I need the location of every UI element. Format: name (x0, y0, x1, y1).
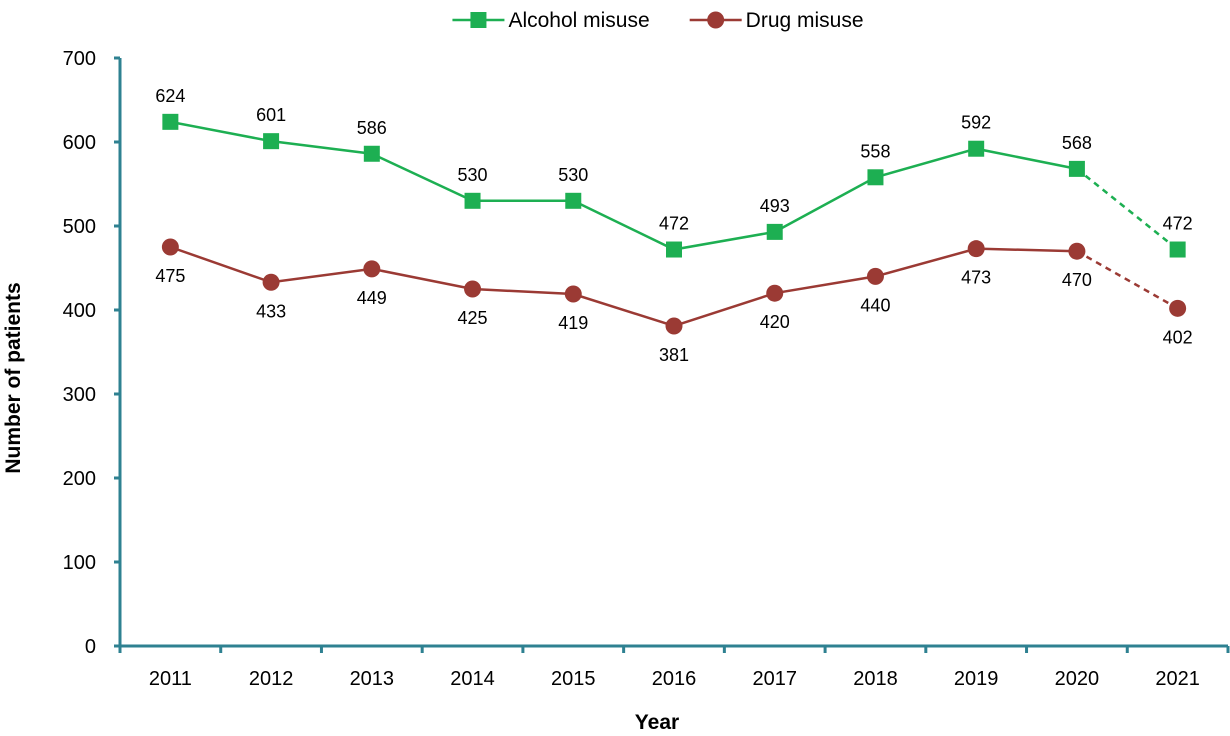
y-tick-label: 200 (63, 468, 96, 490)
x-axis: 2011 2012 2013 2014 2015 2016 2017 2018 2019 2020… (118, 644, 1230, 690)
data-point (968, 140, 985, 157)
series-line (169, 245, 1077, 328)
y-tick-label: 0 (85, 636, 96, 658)
data-label: 568 (1062, 133, 1092, 153)
y-tick-label: 300 (63, 384, 96, 406)
data-label: 419 (558, 313, 588, 333)
data-label: 381 (659, 345, 689, 365)
legend-label: Drug misuse (746, 9, 864, 32)
x-tick-label: 2013 (350, 668, 395, 690)
y-tick-label: 700 (63, 48, 96, 70)
legend-marker (470, 12, 487, 28)
x-tick-label: 2021 (1155, 668, 1200, 690)
y-tick-label: 400 (63, 300, 96, 322)
data-label: 472 (659, 214, 689, 234)
data-point (967, 240, 985, 258)
legend-marker (707, 11, 725, 29)
series-line (170, 120, 1078, 251)
data-point (564, 285, 582, 303)
data-label: 586 (357, 118, 387, 138)
data-point (665, 317, 683, 335)
data-label: 440 (860, 295, 890, 315)
x-tick-label: 2015 (551, 668, 596, 690)
data-label: 493 (760, 196, 790, 216)
data-label: 624 (155, 86, 185, 106)
data-point (867, 169, 884, 186)
x-tick-label: 2020 (1055, 668, 1100, 690)
x-tick-label: 2011 (149, 668, 192, 690)
x-tick-label: 2019 (954, 668, 999, 690)
y-axis: 0 100 200 300 400 500 600 700 (63, 48, 122, 658)
legend: Alcohol misuse Drug misuse (452, 9, 864, 32)
data-point (1068, 242, 1086, 260)
data-point (1169, 299, 1187, 317)
data-label: 473 (961, 268, 991, 288)
data-label: 402 (1163, 327, 1193, 347)
data-point (363, 260, 381, 278)
data-point (1068, 160, 1085, 177)
x-tick-label: 2017 (752, 668, 797, 690)
legend-item: Drug misuse (689, 9, 864, 32)
y-tick-label: 600 (63, 132, 96, 154)
x-tick-label: 2016 (652, 668, 697, 690)
x-tick-label: 2012 (249, 668, 294, 690)
data-point (161, 238, 179, 256)
series-projection-line (1076, 167, 1179, 251)
data-label: 470 (1062, 270, 1092, 290)
data-label: 475 (155, 266, 185, 286)
x-tick-label: 2018 (853, 668, 898, 690)
data-label: 592 (961, 113, 991, 133)
y-tick-label: 100 (63, 552, 96, 574)
data-point (1169, 241, 1186, 258)
y-tick-label: 500 (63, 216, 96, 238)
data-point (766, 223, 783, 240)
data-label: 433 (256, 301, 286, 321)
legend-label: Alcohol misuse (508, 9, 649, 32)
data-label: 558 (860, 141, 890, 161)
x-tick-label: 2014 (450, 668, 495, 690)
data-point (866, 267, 884, 285)
data-label: 472 (1163, 214, 1193, 234)
data-label: 420 (760, 312, 790, 332)
data-point (262, 273, 280, 291)
series-projection-line (1076, 250, 1179, 310)
series-1: 624 601 586 530 530 472 493 558 592 568 472 (155, 86, 1193, 258)
data-point (464, 280, 482, 298)
x-axis-title: Year (635, 711, 679, 734)
data-label: 530 (558, 165, 588, 185)
data-label: 530 (458, 165, 488, 185)
data-point (363, 145, 380, 162)
data-point (766, 284, 784, 302)
data-point (464, 192, 481, 209)
series-2: 475 433 449 425 419 381 420 440 473 470 402 (155, 238, 1193, 365)
data-label: 425 (458, 308, 488, 328)
data-point (263, 133, 280, 150)
y-axis-title: Number of patients (2, 282, 25, 473)
data-label: 449 (357, 288, 387, 308)
data-point (162, 113, 179, 130)
data-point (666, 241, 682, 258)
legend-item: Alcohol misuse (452, 9, 650, 32)
data-point (565, 192, 582, 209)
data-label: 601 (256, 105, 286, 125)
